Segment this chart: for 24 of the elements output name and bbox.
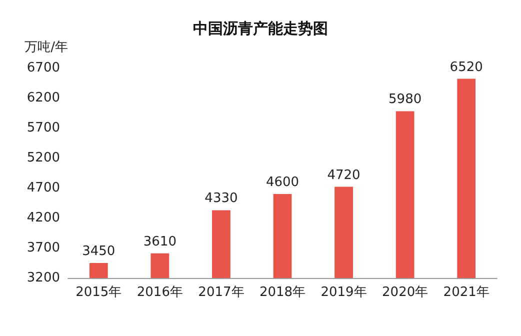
y-tick-label: 6700 [26, 60, 60, 76]
data-label: 4720 [327, 168, 360, 183]
x-tick-label: 2016年 [136, 285, 183, 300]
chart-title: 中国沥青产能走势图 [193, 20, 328, 38]
y-axis-title: 万吨/年 [24, 40, 68, 55]
y-tick-label: 3700 [26, 240, 60, 256]
x-tick-label: 2017年 [198, 285, 244, 300]
y-tick-label: 6200 [26, 90, 60, 106]
x-tick-label: 2018年 [259, 285, 306, 300]
y-tick-label: 4700 [26, 180, 60, 196]
x-tick-label: 2021年 [443, 285, 490, 300]
data-label: 5980 [388, 92, 422, 108]
data-label: 3610 [143, 234, 176, 250]
x-tick-label: 2019年 [320, 285, 367, 300]
y-tick-label: 5700 [26, 120, 60, 136]
data-label: 4600 [266, 175, 300, 190]
data-label: 6520 [450, 60, 483, 75]
data-label: 4330 [204, 191, 238, 206]
data-label: 3450 [82, 244, 116, 259]
y-tick-label: 5200 [26, 150, 60, 166]
x-tick-label: 2020年 [382, 285, 428, 300]
y-tick-label: 3200 [26, 270, 60, 286]
y-tick-label: 4200 [26, 210, 60, 226]
x-tick-label: 2015年 [76, 285, 122, 300]
